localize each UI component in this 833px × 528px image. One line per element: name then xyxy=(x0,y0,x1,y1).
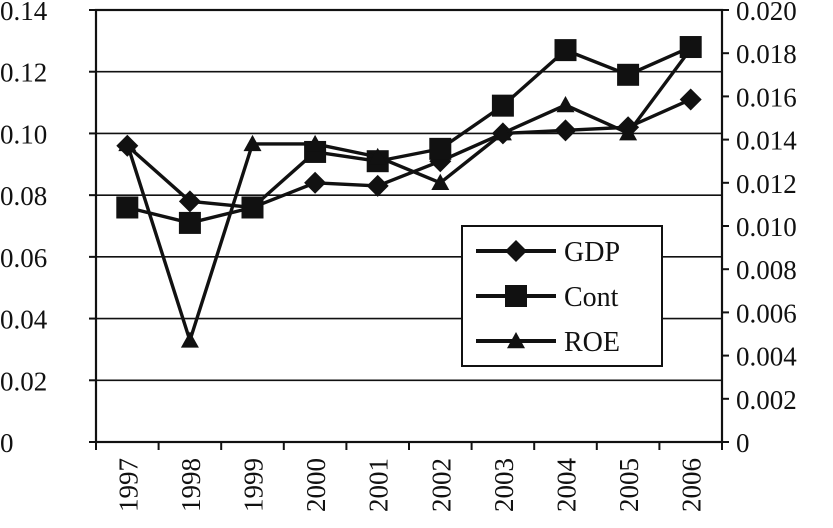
y-left-tick-label: 0.08 xyxy=(0,181,47,211)
data-point-cont xyxy=(429,137,452,160)
legend: GDP Cont ROE xyxy=(461,225,663,367)
data-point-cont xyxy=(554,39,577,62)
x-tick-label: 1998 xyxy=(176,458,206,512)
data-point-roe xyxy=(619,124,638,141)
legend-label: GDP xyxy=(564,237,620,268)
data-point-gdp xyxy=(554,119,577,142)
y-right-tick-label: 0.020 xyxy=(736,0,797,26)
x-tick-label: 1999 xyxy=(239,458,269,512)
legend-marker xyxy=(505,285,527,307)
x-tick-label: 2001 xyxy=(364,458,394,512)
y-left-tick-label: 0.14 xyxy=(0,0,48,26)
axes: 0 0.02 0.04 0.06 0.08 0.10 0.12 0.14 0 0.002 0.004… xyxy=(0,0,797,512)
y-right-tick-label: 0.016 xyxy=(736,82,797,112)
data-point-cont xyxy=(116,196,139,219)
data-point-gdp xyxy=(178,190,201,213)
data-point-gdp xyxy=(304,171,327,194)
data-point-roe xyxy=(493,124,512,141)
x-tick-label: 2004 xyxy=(552,458,582,513)
y-right-tick-label: 0.006 xyxy=(736,298,797,328)
x-tick-label: 2003 xyxy=(489,458,519,512)
data-point-roe xyxy=(180,331,199,348)
data-point-cont xyxy=(491,94,514,117)
y-left-tick-label: 0.10 xyxy=(0,119,47,149)
data-point-cont xyxy=(241,196,264,219)
series-lines xyxy=(116,36,702,348)
y-left-tick-label: 0.04 xyxy=(0,305,48,335)
series-line-roe xyxy=(125,47,693,343)
y-right-tick-label: 0 xyxy=(736,428,750,458)
series-line-cont xyxy=(126,45,692,225)
data-point-cont xyxy=(178,211,201,234)
y-left-tick-label: 0.06 xyxy=(0,243,47,273)
data-point-roe xyxy=(306,134,325,152)
y-left-tick-label: 0.12 xyxy=(0,58,47,88)
x-tick-label: 2005 xyxy=(614,458,644,512)
x-tick-label: 2006 xyxy=(677,458,707,512)
legend-marker xyxy=(507,332,525,349)
x-tick-label: 2002 xyxy=(426,458,456,512)
legend-label: ROE xyxy=(564,327,620,358)
legend-entry-cont: Cont xyxy=(476,282,619,313)
data-point-cont xyxy=(617,63,640,86)
y-right-tick-label: 0.004 xyxy=(736,342,797,372)
series-line-gdp xyxy=(126,97,692,210)
legend-marker xyxy=(505,240,527,262)
data-point-roe xyxy=(368,147,387,165)
data-point-gdp xyxy=(679,88,702,111)
data-point-roe xyxy=(431,173,450,190)
data-point-roe xyxy=(681,39,700,57)
data-point-roe xyxy=(118,134,137,152)
y-right-tick-label: 0.014 xyxy=(736,126,797,156)
data-point-gdp xyxy=(366,174,389,197)
y-right-tick-label: 0.002 xyxy=(736,385,797,415)
legend-entry-gdp: GDP xyxy=(476,237,620,268)
grid-lines xyxy=(96,70,722,382)
y-right-tick-label: 0.010 xyxy=(736,212,797,242)
y-right-tick-label: 0.018 xyxy=(736,39,797,69)
y-right-tick-label: 0.008 xyxy=(736,255,797,285)
data-point-roe xyxy=(243,134,262,152)
series-gdp xyxy=(116,88,702,219)
x-tick-label: 2000 xyxy=(301,458,331,512)
y-left-tick-label: 0 xyxy=(0,428,14,458)
data-point-roe xyxy=(556,96,575,113)
legend-entry-roe: ROE xyxy=(476,327,620,358)
series-roe xyxy=(118,39,700,348)
legend-label: Cont xyxy=(564,282,619,313)
x-tick-label: 1997 xyxy=(113,458,143,512)
y-left-tick-label: 0.02 xyxy=(0,366,47,396)
y-right-tick-label: 0.012 xyxy=(736,169,797,199)
